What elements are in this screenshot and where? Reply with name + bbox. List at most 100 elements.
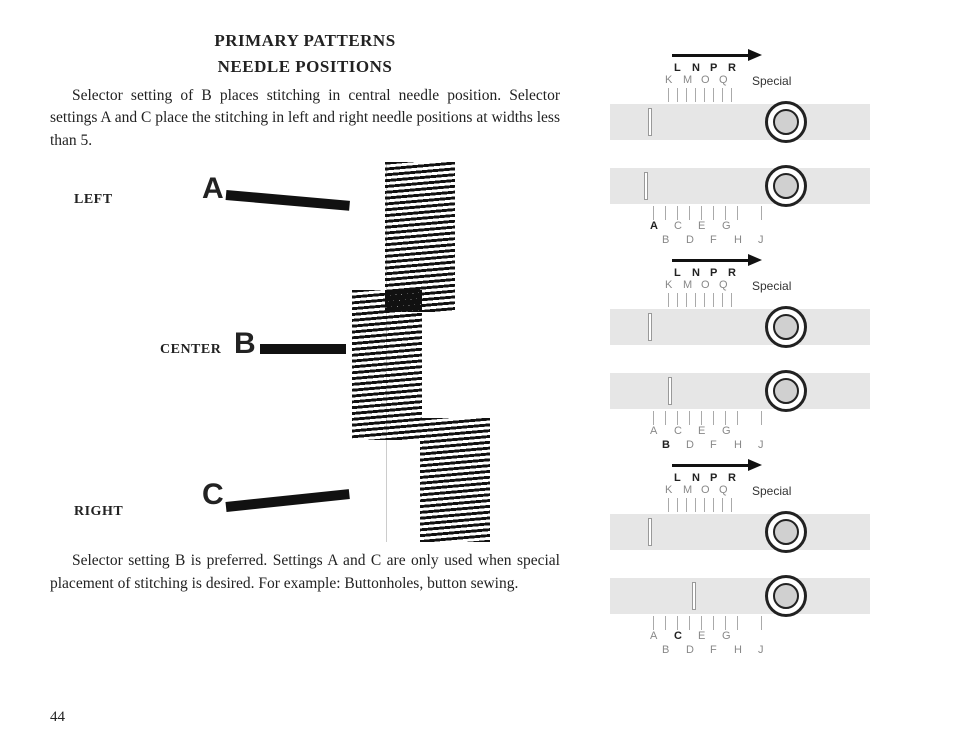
tick <box>668 293 669 307</box>
bottom-dial-row <box>610 373 870 409</box>
bottom-label-j: J <box>758 644 764 656</box>
top-label-n: N <box>692 472 700 484</box>
bottom-label-c: C <box>674 220 682 232</box>
tick <box>677 206 678 220</box>
top-label-m: M <box>683 279 692 291</box>
bottom-label-f: F <box>710 234 717 246</box>
page-number: 44 <box>50 709 65 726</box>
indicator-a <box>226 190 350 211</box>
top-label-p: P <box>710 267 717 279</box>
indicator-c <box>225 489 349 512</box>
top-label-p: P <box>710 472 717 484</box>
top-label-k: K <box>665 74 672 86</box>
tick <box>713 616 714 630</box>
top-label-l: L <box>674 267 681 279</box>
dial-icon <box>765 575 807 617</box>
tick <box>695 498 696 512</box>
special-label: Special <box>752 484 791 498</box>
tick <box>704 293 705 307</box>
dial-group-b: LNPRKMOQSpecialACEGBDFHJ <box>610 255 920 460</box>
tick <box>704 498 705 512</box>
tick <box>713 88 714 102</box>
selector-slot <box>648 108 652 136</box>
top-label-p: P <box>710 62 717 74</box>
tick <box>677 616 678 630</box>
tick <box>731 498 732 512</box>
right-position-label: RIGHT <box>74 504 123 520</box>
tick <box>668 88 669 102</box>
special-dial-icon <box>765 101 807 143</box>
special-label: Special <box>752 279 791 293</box>
top-label-n: N <box>692 62 700 74</box>
bottom-label-e: E <box>698 630 705 642</box>
tick <box>686 498 687 512</box>
top-label-l: L <box>674 472 681 484</box>
bottom-label-d: D <box>686 439 694 451</box>
selector-slot <box>692 582 696 610</box>
bottom-dial-row <box>610 578 870 614</box>
letter-b: B <box>234 327 256 361</box>
tick <box>677 88 678 102</box>
top-label-o: O <box>701 74 710 86</box>
top-label-l: L <box>674 62 681 74</box>
bottom-label-g: G <box>722 630 731 642</box>
top-label-q: Q <box>719 484 728 496</box>
tick <box>653 411 654 425</box>
stitch-center <box>352 290 422 440</box>
top-dial-row <box>610 514 870 550</box>
arrow-line <box>672 464 750 467</box>
special-label: Special <box>752 74 791 88</box>
bottom-label-j: J <box>758 234 764 246</box>
paragraph-2: Selector setting B is preferred. Setting… <box>50 550 560 595</box>
arrow-head-icon <box>748 459 762 471</box>
bottom-label-c: C <box>674 425 682 437</box>
top-label-m: M <box>683 484 692 496</box>
top-dial-row <box>610 309 870 345</box>
bottom-label-f: F <box>710 439 717 451</box>
tick <box>761 411 762 425</box>
bottom-label-a: A <box>650 425 657 437</box>
top-label-r: R <box>728 472 736 484</box>
letter-a: A <box>202 172 224 206</box>
bottom-label-j: J <box>758 439 764 451</box>
bottom-label-g: G <box>722 220 731 232</box>
top-label-n: N <box>692 267 700 279</box>
selector-slot <box>668 377 672 405</box>
bottom-label-h: H <box>734 644 742 656</box>
arrow-head-icon <box>748 49 762 61</box>
special-dial-icon <box>765 306 807 348</box>
tick <box>713 411 714 425</box>
tick <box>665 206 666 220</box>
bottom-label-e: E <box>698 220 705 232</box>
dial-group-c: LNPRKMOQSpecialACEGBDFHJ <box>610 460 920 665</box>
tick <box>686 88 687 102</box>
center-position-label: CENTER <box>160 342 221 358</box>
tick <box>731 88 732 102</box>
tick <box>695 293 696 307</box>
indicator-b <box>260 344 346 354</box>
tick <box>722 498 723 512</box>
top-label-q: Q <box>719 279 728 291</box>
tick <box>722 293 723 307</box>
top-label-k: K <box>665 484 672 496</box>
arrow-line <box>672 259 750 262</box>
selector-slot <box>644 172 648 200</box>
left-position-label: LEFT <box>74 192 113 208</box>
tick <box>737 206 738 220</box>
tick <box>689 411 690 425</box>
tick <box>713 293 714 307</box>
tick <box>713 498 714 512</box>
top-label-o: O <box>701 279 710 291</box>
tick <box>653 616 654 630</box>
paragraph-1: Selector setting of B places stitching i… <box>50 85 560 152</box>
arrow-line <box>672 54 750 57</box>
tick <box>725 616 726 630</box>
bottom-label-b: B <box>662 644 669 656</box>
bottom-label-h: H <box>734 439 742 451</box>
arrow-head-icon <box>748 254 762 266</box>
tick <box>737 411 738 425</box>
bottom-label-b: B <box>662 439 670 451</box>
tick <box>701 206 702 220</box>
top-label-q: Q <box>719 74 728 86</box>
tick <box>653 206 654 220</box>
